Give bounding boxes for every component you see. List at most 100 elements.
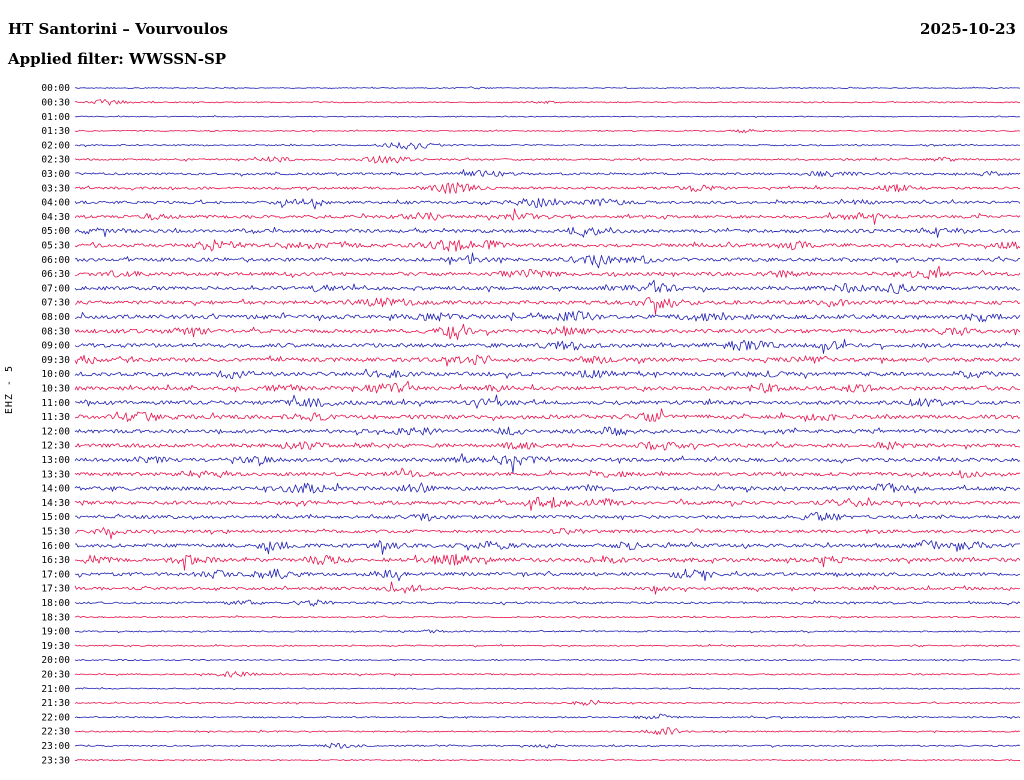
time-label: 19:00: [41, 627, 70, 638]
trace-row-18:00: [74, 599, 1021, 607]
trace-row-16:30: [74, 553, 1021, 571]
trace-row-06:30: [74, 265, 1021, 280]
trace-row-19:00: [74, 629, 1021, 634]
time-label: 02:30: [41, 155, 70, 166]
trace-row-10:30: [74, 380, 1021, 394]
station-title: HT Santorini – Vourvoulos: [8, 20, 228, 38]
time-label: 07:00: [41, 283, 70, 294]
time-label: 17:30: [41, 584, 70, 595]
time-label: 09:00: [41, 341, 70, 352]
time-label: 01:30: [41, 126, 70, 137]
trace-row-10:00: [74, 368, 1021, 380]
time-label: 03:30: [41, 183, 70, 194]
trace-row-12:00: [74, 426, 1021, 436]
time-label: 18:30: [41, 612, 70, 623]
trace-row-08:00: [74, 310, 1021, 323]
time-label: 18:00: [41, 598, 70, 609]
trace-row-13:30: [74, 467, 1021, 479]
time-label: 23:00: [41, 741, 70, 752]
time-label: 07:30: [41, 298, 70, 309]
trace-row-11:00: [74, 394, 1021, 409]
trace-row-22:00: [74, 713, 1021, 720]
time-label: 14:00: [41, 484, 70, 495]
trace-row-23:30: [74, 758, 1021, 762]
trace-row-04:30: [74, 208, 1021, 225]
trace-row-18:30: [74, 615, 1021, 619]
trace-row-16:00: [74, 539, 1021, 555]
trace-row-00:00: [74, 86, 1021, 90]
time-label: 04:30: [41, 212, 70, 223]
time-label: 11:00: [41, 398, 70, 409]
time-label: 22:00: [41, 712, 70, 723]
time-label: 04:00: [41, 198, 70, 209]
time-label: 19:30: [41, 641, 70, 652]
trace-row-23:00: [74, 742, 1021, 749]
time-label: 13:30: [41, 469, 70, 480]
trace-row-07:30: [74, 297, 1021, 315]
trace-row-03:30: [74, 182, 1021, 194]
time-label: 13:00: [41, 455, 70, 466]
trace-row-04:00: [74, 197, 1021, 210]
time-label: 06:00: [41, 255, 70, 266]
trace-row-05:00: [74, 226, 1021, 238]
trace-row-14:30: [74, 496, 1021, 511]
trace-row-13:00: [74, 453, 1021, 474]
time-label: 02:00: [41, 140, 70, 151]
trace-row-06:00: [74, 252, 1021, 269]
time-label: 11:30: [41, 412, 70, 423]
date-label: 2025-10-23: [920, 20, 1016, 38]
trace-row-20:00: [74, 658, 1021, 662]
trace-row-19:30: [74, 643, 1021, 648]
time-label: 12:00: [41, 426, 70, 437]
trace-row-05:30: [74, 239, 1021, 252]
trace-row-15:00: [74, 511, 1021, 522]
time-label: 21:30: [41, 698, 70, 709]
time-label: 00:30: [41, 98, 70, 109]
trace-row-15:30: [74, 527, 1021, 540]
trace-row-17:00: [74, 568, 1021, 582]
time-label: 08:00: [41, 312, 70, 323]
filter-label: Applied filter: WWSSN-SP: [8, 50, 227, 68]
trace-row-17:30: [74, 581, 1021, 595]
time-label: 01:00: [41, 112, 70, 123]
time-label: 06:30: [41, 269, 70, 280]
time-label: 03:00: [41, 169, 70, 180]
time-label: 09:30: [41, 355, 70, 366]
time-label: 05:00: [41, 226, 70, 237]
trace-row-07:00: [74, 279, 1021, 294]
time-label: 22:30: [41, 727, 70, 738]
trace-row-22:30: [74, 727, 1021, 736]
time-label: 20:30: [41, 670, 70, 681]
time-label: 14:30: [41, 498, 70, 509]
trace-row-08:30: [74, 323, 1021, 340]
time-label: 17:00: [41, 569, 70, 580]
trace-row-21:30: [74, 699, 1021, 706]
trace-row-14:00: [74, 482, 1021, 494]
time-label: 16:00: [41, 541, 70, 552]
trace-row-00:30: [74, 98, 1021, 106]
time-label: 08:30: [41, 326, 70, 337]
time-label: 21:00: [41, 684, 70, 695]
trace-row-09:30: [74, 354, 1021, 367]
trace-row-11:30: [74, 408, 1021, 422]
trace-row-02:00: [74, 142, 1021, 150]
trace-row-01:30: [74, 128, 1021, 133]
trace-row-21:00: [74, 686, 1021, 690]
time-label: 05:30: [41, 241, 70, 252]
time-label: 20:00: [41, 655, 70, 666]
time-label: 12:30: [41, 441, 70, 452]
trace-row-01:00: [74, 115, 1021, 118]
trace-row-09:00: [74, 338, 1021, 354]
trace-row-02:30: [74, 155, 1021, 164]
time-label: 00:00: [41, 83, 70, 94]
time-label: 16:30: [41, 555, 70, 566]
time-label: 23:30: [41, 755, 70, 766]
time-label: 10:00: [41, 369, 70, 380]
time-label: 10:30: [41, 384, 70, 395]
trace-row-12:30: [74, 441, 1021, 451]
time-label: 15:00: [41, 512, 70, 523]
time-label: 15:30: [41, 527, 70, 538]
trace-row-03:00: [74, 169, 1021, 178]
